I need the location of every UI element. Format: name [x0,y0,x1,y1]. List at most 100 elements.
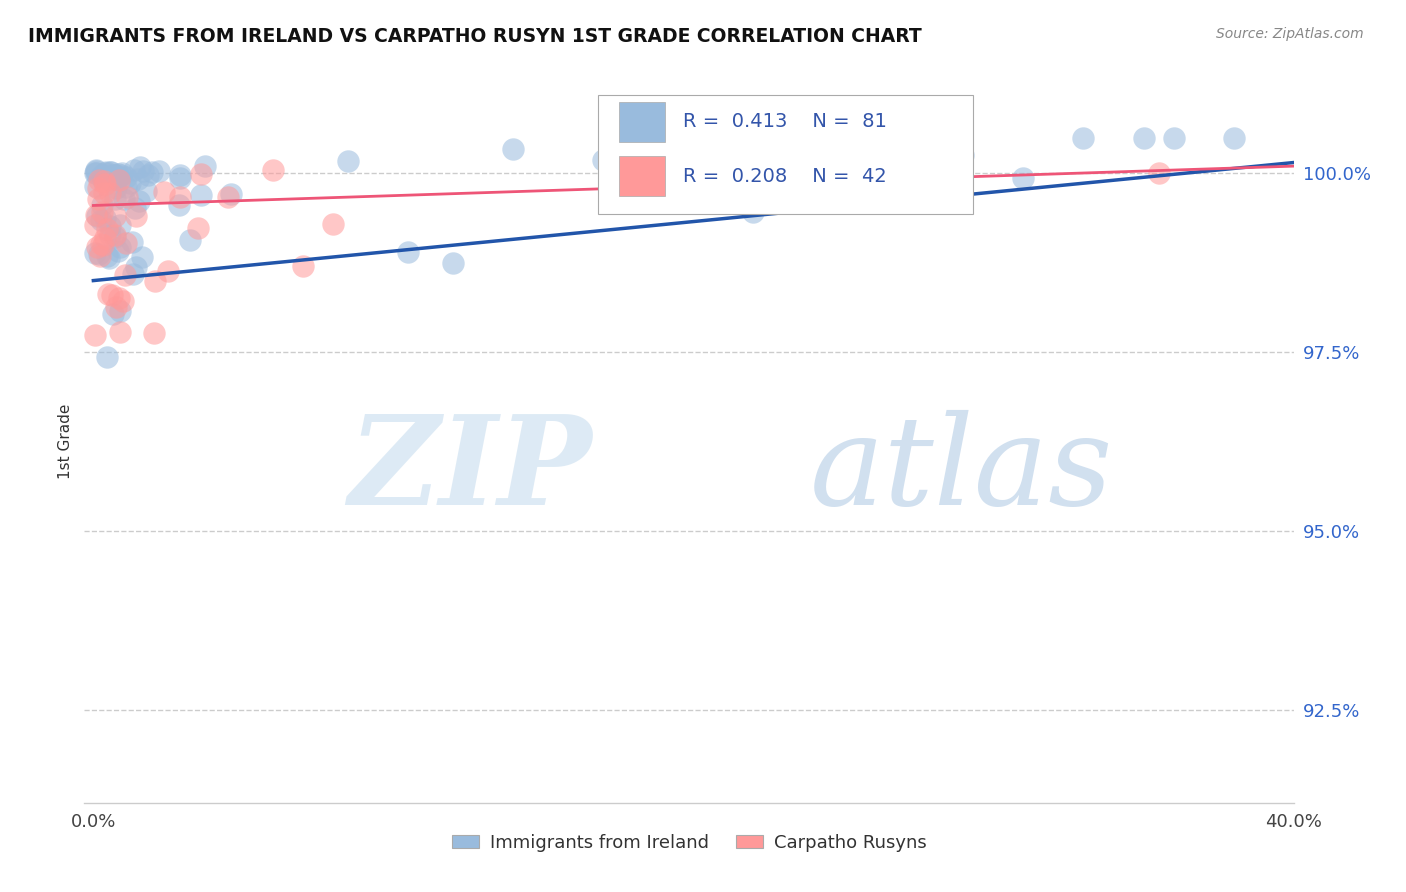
Point [96,221,118,235]
Point [90,237,112,252]
Point [94,177,117,191]
Point [169,169,191,183]
Text: IMMIGRANTS FROM IRELAND VS CARPATHO RUSYN 1ST GRADE CORRELATION CHART: IMMIGRANTS FROM IRELAND VS CARPATHO RUSY… [28,27,922,45]
Point [190,188,212,202]
Point [97,287,120,301]
Point [179,233,201,247]
Point [87,193,110,207]
Point [169,171,191,186]
Point [121,235,143,249]
Point [1312,146,1334,161]
Point [152,186,174,200]
Point [219,186,242,201]
Point [83,178,105,193]
Point [107,169,129,184]
Point [98,186,121,200]
Point [101,307,124,321]
Legend: Immigrants from Ireland, Carpatho Rusyns: Immigrants from Ireland, Carpatho Rusyns [444,826,934,859]
Point [84,162,107,177]
Point [112,192,135,206]
Point [110,168,132,182]
Point [143,274,166,288]
Point [132,164,155,178]
Bar [619,156,665,196]
Point [187,221,209,235]
Point [83,218,105,232]
Point [1147,166,1170,180]
Point [107,291,129,305]
Point [118,177,141,191]
Point [115,189,138,203]
Point [91,238,114,252]
Point [96,249,118,263]
Point [262,162,284,177]
Point [84,246,107,260]
Point [91,173,114,187]
Point [122,268,145,282]
Point [127,172,149,186]
Point [83,327,105,342]
Point [101,168,124,182]
Point [103,169,125,183]
Point [148,164,170,178]
Point [114,268,136,282]
FancyBboxPatch shape [599,95,973,214]
Point [98,165,121,179]
Point [742,204,765,219]
Point [142,326,165,340]
Point [322,217,344,231]
Point [104,229,127,244]
Point [86,181,108,195]
Point [111,166,134,180]
Point [128,194,150,208]
Point [169,190,191,204]
Point [96,350,118,364]
Point [1222,130,1244,145]
Bar [619,102,665,142]
Point [108,173,131,187]
Text: R =  0.208    N =  42: R = 0.208 N = 42 [683,167,887,186]
Point [86,209,108,223]
Point [90,198,112,212]
Text: ZIP: ZIP [349,409,592,532]
Point [108,218,131,232]
Point [90,205,112,219]
Point [1012,171,1035,186]
Point [217,190,239,204]
Point [194,159,217,173]
Point [105,180,128,194]
Point [135,184,157,198]
Point [98,228,121,243]
Point [124,201,146,215]
Point [86,240,108,254]
Point [84,208,107,222]
Point [93,186,115,201]
Point [1132,130,1154,145]
Point [112,294,135,309]
Point [862,130,884,145]
Point [105,172,128,186]
Point [131,251,153,265]
Point [124,209,146,223]
Point [103,171,125,186]
Point [108,240,131,254]
Point [84,166,107,180]
Point [87,173,110,187]
Point [114,179,136,194]
Point [91,168,114,182]
Y-axis label: 1st Grade: 1st Grade [58,404,73,479]
Point [1073,130,1095,145]
Point [84,164,107,178]
Point [124,163,146,178]
Point [337,154,360,169]
Point [94,165,117,179]
Point [107,167,129,181]
Point [952,148,974,162]
Point [100,165,122,179]
Point [167,198,190,212]
Point [89,249,111,263]
Point [396,244,419,259]
Point [128,160,150,174]
Point [115,170,138,185]
Point [93,166,115,180]
